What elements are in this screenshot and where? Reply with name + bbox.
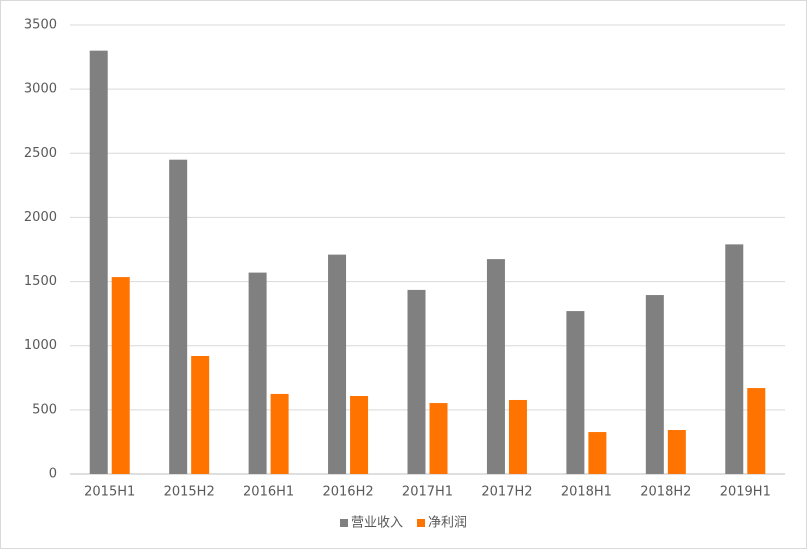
x-tick-label: 2019H1	[720, 485, 771, 500]
y-tick-label: 3000	[24, 82, 57, 97]
bar	[270, 393, 289, 474]
y-tick-label: 1000	[24, 338, 57, 353]
x-tick-label: 2016H1	[243, 485, 294, 500]
bar	[328, 254, 347, 474]
y-tick-label: 3500	[24, 18, 57, 33]
x-tick-label: 2016H2	[322, 485, 373, 500]
legend-label: 净利润	[428, 516, 467, 531]
bar	[407, 289, 426, 474]
bar	[588, 432, 607, 474]
bar	[645, 295, 664, 474]
bar	[566, 311, 585, 474]
y-tick-label: 500	[32, 402, 57, 417]
bar	[350, 396, 369, 474]
y-tick-label: 1500	[24, 274, 57, 289]
bar	[89, 50, 108, 475]
bar	[191, 355, 210, 474]
y-tick-label: 0	[49, 467, 57, 482]
y-tick-label: 2000	[24, 210, 57, 225]
legend-label: 营业收入	[351, 516, 403, 531]
bar	[248, 272, 267, 474]
legend-swatch	[417, 519, 426, 527]
bar	[486, 259, 505, 474]
bar	[747, 388, 766, 474]
x-tick-label: 2017H2	[481, 485, 532, 500]
y-tick-label: 2500	[24, 146, 57, 161]
legend-swatch	[340, 519, 348, 527]
x-tick-label: 2015H1	[84, 485, 135, 500]
x-tick-label: 2018H2	[640, 485, 691, 500]
bar	[667, 429, 686, 474]
bar	[111, 277, 130, 474]
bar	[429, 403, 448, 474]
x-tick-label: 2015H2	[164, 485, 215, 500]
bar	[169, 159, 188, 474]
x-tick-label: 2017H1	[402, 485, 453, 500]
bar	[508, 399, 527, 474]
bar	[725, 244, 744, 474]
x-tick-label: 2018H1	[561, 485, 612, 500]
